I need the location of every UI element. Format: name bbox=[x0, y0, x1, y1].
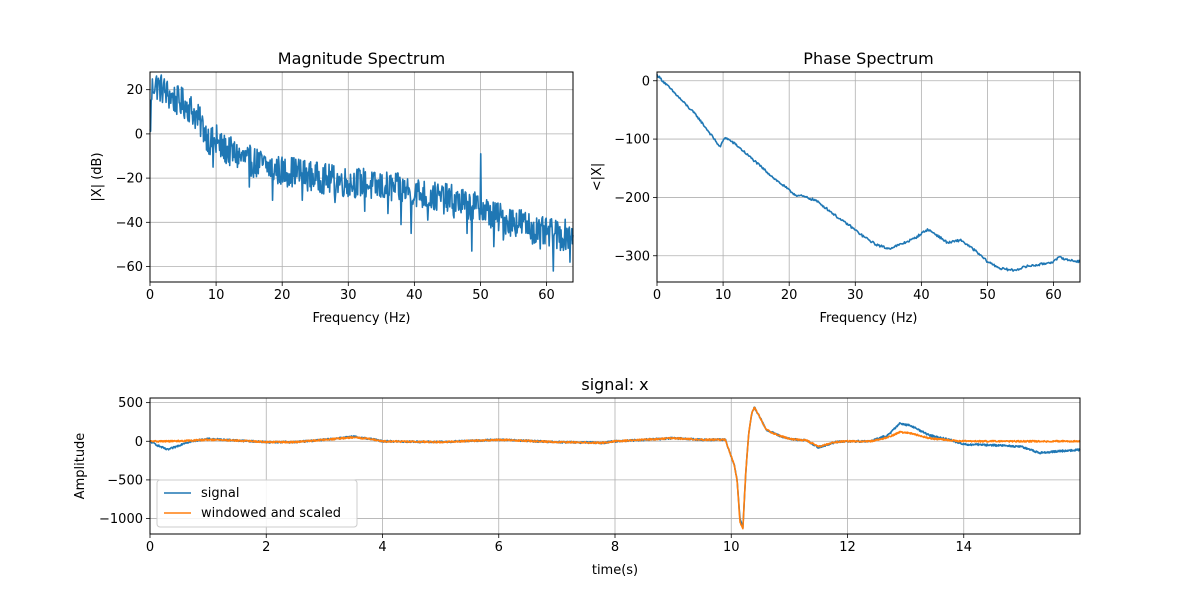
signal-ticks: 0 2 4 6 8 10 12 14 500 0 −500 −1000 bbox=[99, 396, 972, 555]
magnitude-series bbox=[149, 74, 574, 272]
magnitude-spectrum-axes: Magnitude Spectrum 0 10 20 30 40 50 60 20 0 −20 −4… bbox=[90, 49, 574, 326]
phase-xtick-label: 40 bbox=[913, 288, 930, 303]
phase-xlabel: Frequency (Hz) bbox=[819, 311, 917, 326]
phase-xtick-label: 50 bbox=[979, 288, 996, 303]
signal-xtick-label: 12 bbox=[839, 540, 856, 555]
phase-ytick-label: −100 bbox=[614, 133, 650, 148]
magnitude-title: Magnitude Spectrum bbox=[278, 49, 445, 68]
magnitude-ytick-label: −40 bbox=[116, 216, 143, 231]
signal-xtick-label: 2 bbox=[262, 540, 270, 555]
phase-series bbox=[656, 74, 1081, 272]
phase-ytick-label: 0 bbox=[642, 74, 650, 89]
magnitude-frame bbox=[149, 71, 574, 283]
magnitude-xtick-label: 30 bbox=[340, 288, 357, 303]
signal-ytick-label: 500 bbox=[118, 396, 143, 411]
phase-ylabel: <|X| bbox=[590, 163, 605, 192]
signal-xtick-label: 6 bbox=[495, 540, 503, 555]
signal-xlabel: time(s) bbox=[592, 563, 638, 578]
signal-ylabel: Amplitude bbox=[73, 433, 88, 500]
magnitude-ylabel: |X| (dB) bbox=[90, 152, 105, 201]
signal-xtick-label: 8 bbox=[611, 540, 619, 555]
signal-title: signal: x bbox=[581, 375, 648, 394]
magnitude-xtick-label: 50 bbox=[472, 288, 489, 303]
magnitude-ytick-label: −20 bbox=[116, 172, 143, 187]
legend-box bbox=[156, 479, 358, 528]
signal-axes: signal: x 0 2 4 6 8 10 12 14 500 0 −500 −1000 time(… bbox=[73, 375, 1081, 578]
magnitude-ytick-label: 20 bbox=[126, 83, 143, 98]
magnitude-xtick-label: 20 bbox=[274, 288, 291, 303]
signal-xtick-label: 14 bbox=[955, 540, 972, 555]
phase-xtick-label: 0 bbox=[653, 288, 661, 303]
legend-label-signal: signal bbox=[201, 486, 239, 501]
legend-label-windowed: windowed and scaled bbox=[201, 506, 341, 521]
phase-xtick-label: 30 bbox=[847, 288, 864, 303]
legend: signal windowed and scaled bbox=[156, 479, 358, 528]
phase-ytick-label: −300 bbox=[614, 249, 650, 264]
signal-ytick-label: 0 bbox=[135, 435, 143, 450]
signal-frame bbox=[149, 397, 1081, 535]
magnitude-xtick-label: 60 bbox=[538, 288, 555, 303]
phase-ticks: 0 10 20 30 40 50 60 0 −100 −200 −300 bbox=[614, 74, 1062, 303]
phase-grid bbox=[656, 72, 1080, 282]
phase-spectrum-axes: Phase Spectrum 0 10 20 30 40 50 60 0 −100 −200 −30… bbox=[590, 49, 1081, 326]
phase-line bbox=[656, 74, 1081, 272]
magnitude-line bbox=[149, 74, 574, 272]
signal-xtick-label: 0 bbox=[146, 540, 154, 555]
magnitude-xtick-label: 40 bbox=[406, 288, 423, 303]
magnitude-ytick-label: −60 bbox=[116, 260, 143, 275]
signal-xtick-label: 10 bbox=[723, 540, 740, 555]
phase-xtick-label: 20 bbox=[781, 288, 798, 303]
windowed-line bbox=[149, 406, 1081, 530]
phase-frame bbox=[656, 71, 1081, 283]
magnitude-xlabel: Frequency (Hz) bbox=[312, 311, 410, 326]
magnitude-ticks: 0 10 20 30 40 50 60 20 0 −20 −40 −60 bbox=[116, 83, 555, 303]
phase-xtick-label: 10 bbox=[715, 288, 732, 303]
signal-ytick-label: −500 bbox=[107, 473, 143, 488]
signal-ytick-label: −1000 bbox=[99, 512, 143, 527]
signal-xtick-label: 4 bbox=[378, 540, 386, 555]
phase-xtick-label: 60 bbox=[1045, 288, 1062, 303]
phase-ytick-label: −200 bbox=[614, 191, 650, 206]
magnitude-xtick-label: 10 bbox=[208, 288, 225, 303]
magnitude-xtick-label: 0 bbox=[146, 288, 154, 303]
magnitude-ytick-label: 0 bbox=[135, 127, 143, 142]
phase-title: Phase Spectrum bbox=[803, 49, 933, 68]
signal-series bbox=[149, 406, 1081, 530]
